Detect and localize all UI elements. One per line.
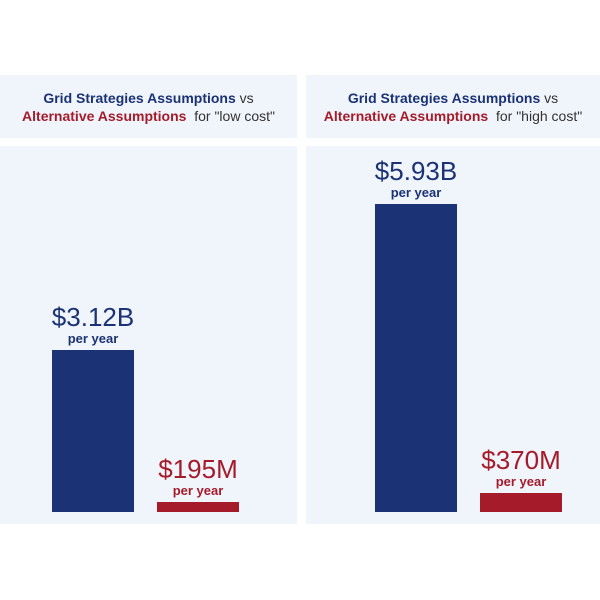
plot-high-cost: $5.93B per year $370M per year <box>306 146 600 524</box>
title-primary: Grid Strategies Assumptions <box>43 89 236 106</box>
bar-primary <box>52 349 134 512</box>
chart-title-low-cost: Grid Strategies Assumptions vs Alternati… <box>0 75 297 138</box>
per-year-label-primary: per year <box>67 330 119 346</box>
title-alt: Alternative Assumptions <box>22 107 187 124</box>
value-label-primary: $5.93B <box>374 155 458 186</box>
title-vs: vs <box>239 89 254 106</box>
per-year-label-primary: per year <box>390 184 442 200</box>
per-year-label-alternative: per year <box>172 482 224 498</box>
value-label-alternative: $195M <box>158 453 238 484</box>
bar-primary <box>375 203 457 512</box>
title-vs: vs <box>544 89 559 106</box>
value-label-primary: $3.12B <box>51 301 135 332</box>
title-suffix: for "high cost" <box>495 107 583 124</box>
bar-alternative <box>157 501 239 512</box>
bar-alternative <box>480 492 562 512</box>
title-suffix: for "low cost" <box>194 107 275 124</box>
per-year-label-alternative: per year <box>495 473 547 489</box>
chart-title-high-cost: Grid Strategies Assumptions vs Alternati… <box>306 75 600 138</box>
title-alt: Alternative Assumptions <box>323 107 489 124</box>
value-label-alternative: $370M <box>481 444 561 475</box>
title-primary: Grid Strategies Assumptions <box>347 89 541 106</box>
plot-low-cost: $3.12B per year $195M per year <box>0 146 297 524</box>
